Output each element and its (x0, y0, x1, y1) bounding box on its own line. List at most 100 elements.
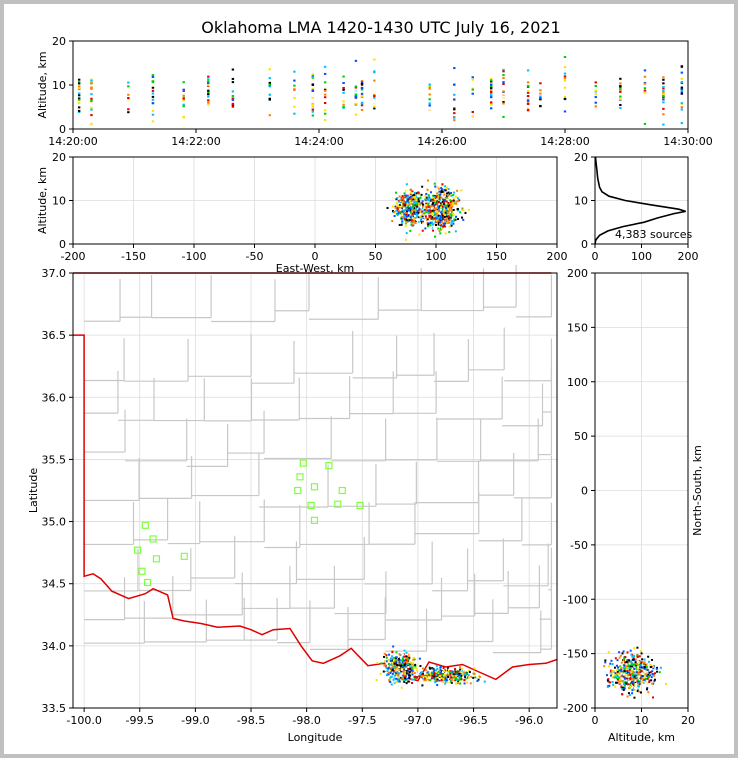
source-point (632, 669, 635, 672)
x-tick-label: -96.0 (515, 714, 543, 727)
source-point (416, 202, 419, 205)
source-point (438, 203, 441, 206)
source-point (617, 666, 620, 669)
source-point (619, 674, 622, 677)
source-point (624, 679, 627, 682)
north-south-altitude-panel: 0 10 20-200-150-100-50050100150200Altitude… (563, 267, 704, 744)
source-point (649, 674, 652, 677)
source-point (526, 81, 530, 84)
source-point (385, 660, 388, 663)
source-point (662, 107, 665, 110)
source-point (421, 229, 424, 232)
source-point (417, 198, 420, 201)
source-point (463, 679, 466, 682)
y-tick-label: 10 (574, 195, 588, 208)
source-point (452, 678, 455, 681)
source-point (411, 212, 414, 215)
source-point (360, 87, 364, 90)
source-point (127, 85, 130, 88)
x-tick-label: -98.0 (292, 714, 320, 727)
source-point (662, 113, 665, 116)
source-point (415, 211, 418, 214)
source-point (411, 681, 414, 684)
source-point (467, 674, 470, 677)
source-point (90, 81, 93, 84)
source-point (613, 676, 616, 679)
source-point (413, 219, 416, 222)
source-point (629, 659, 632, 662)
source-point (402, 679, 405, 682)
source-point (643, 69, 647, 72)
source-point (447, 188, 450, 191)
source-point (539, 96, 542, 99)
source-point (396, 652, 399, 655)
source-point (127, 99, 130, 102)
source-point (411, 194, 414, 197)
source-point (412, 217, 415, 220)
source-point (594, 96, 597, 99)
source-point (430, 217, 433, 220)
source-point (402, 675, 405, 678)
source-point (631, 689, 634, 692)
source-point (444, 211, 447, 214)
source-point (442, 201, 445, 204)
source-point (406, 672, 409, 675)
source-point (323, 89, 327, 92)
source-point (425, 677, 428, 680)
source-point (622, 650, 625, 653)
source-point (311, 99, 315, 102)
y-tick-label: -100 (563, 593, 588, 606)
source-point (416, 215, 419, 218)
source-point (428, 215, 431, 218)
source-point (397, 211, 400, 214)
source-point (452, 213, 455, 216)
source-point (624, 656, 627, 659)
source-point (425, 202, 428, 205)
source-point (403, 205, 406, 208)
source-point (396, 679, 399, 682)
source-point (418, 205, 421, 208)
source-point (611, 663, 614, 666)
source-point (447, 217, 450, 220)
source-point (399, 674, 402, 677)
source-point (414, 195, 417, 198)
source-point (311, 108, 315, 111)
source-point (395, 677, 398, 680)
source-point (526, 102, 530, 105)
source-point (633, 688, 636, 691)
source-point (397, 216, 400, 219)
source-point (385, 665, 388, 668)
source-point (459, 682, 462, 685)
source-point (311, 73, 315, 76)
source-point (400, 662, 403, 665)
source-point (442, 205, 445, 208)
source-point (439, 227, 442, 230)
source-point (413, 211, 416, 214)
source-point (619, 106, 622, 109)
source-point (621, 652, 624, 655)
source-point (563, 110, 567, 113)
source-point (502, 76, 505, 79)
source-point (618, 681, 621, 684)
source-point (636, 667, 639, 670)
plan-view-map-panel: -100.0 -99.5 -99.0 -98.5 -98.0 -97.5 -97.0 -96.… (27, 264, 558, 744)
source-point (360, 94, 364, 97)
source-point (630, 654, 633, 657)
source-point (398, 661, 401, 664)
source-point (445, 221, 448, 224)
source-point (182, 97, 185, 100)
source-point (413, 668, 416, 671)
source-point (403, 659, 406, 662)
source-point (445, 224, 448, 227)
source-point (627, 683, 630, 686)
source-point (404, 677, 407, 680)
source-point (638, 657, 641, 660)
source-point (416, 197, 419, 200)
source-point (342, 105, 345, 108)
source-point (646, 677, 649, 680)
source-point (425, 213, 428, 216)
source-point (611, 676, 614, 679)
source-point (182, 94, 185, 97)
source-count-annotation: 4,383 sources (615, 228, 693, 241)
source-point (396, 207, 399, 210)
